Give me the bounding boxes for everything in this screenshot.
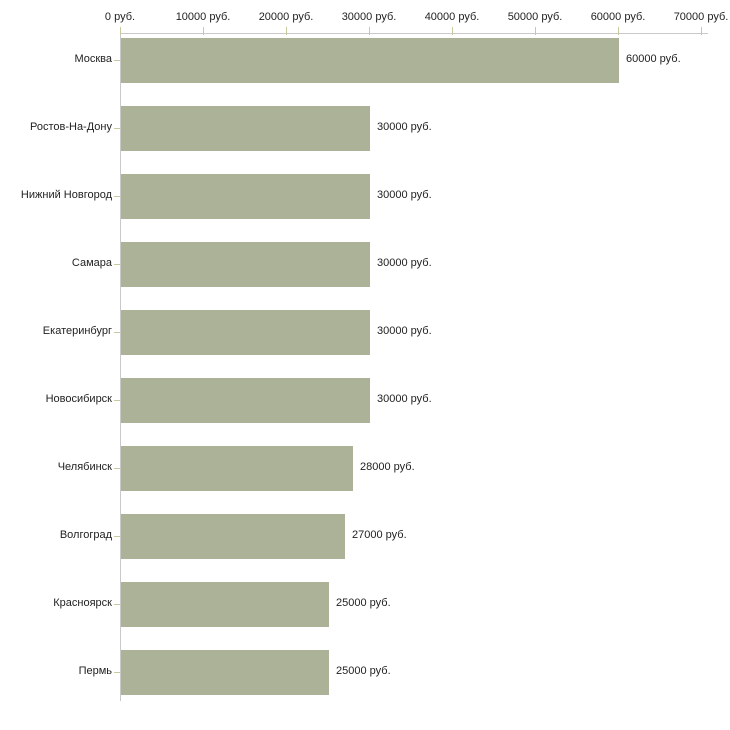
x-axis-tick-label: 40000 руб. <box>424 11 480 23</box>
category-label: Нижний Новгород <box>20 189 112 201</box>
value-label: 30000 руб. <box>377 393 432 405</box>
y-axis-tick <box>114 536 120 537</box>
bar <box>121 650 329 695</box>
x-axis-line <box>120 33 708 34</box>
x-axis-tick <box>120 27 121 35</box>
y-axis-tick <box>114 128 120 129</box>
y-axis-tick <box>114 332 120 333</box>
y-axis-tick <box>114 672 120 673</box>
value-label: 28000 руб. <box>360 461 415 473</box>
bar <box>121 174 370 219</box>
category-label: Екатеринбург <box>42 325 112 337</box>
category-label: Москва <box>74 53 112 65</box>
x-axis-tick-label: 70000 руб. <box>673 11 729 23</box>
x-axis-tick-label: 30000 руб. <box>341 11 397 23</box>
category-label: Самара <box>71 257 112 269</box>
bar <box>121 514 345 559</box>
value-label: 60000 руб. <box>626 53 681 65</box>
value-label: 25000 руб. <box>336 665 391 677</box>
y-axis-tick <box>114 468 120 469</box>
category-label: Волгоград <box>59 529 112 541</box>
bar <box>121 38 619 83</box>
value-label: 30000 руб. <box>377 121 432 133</box>
category-label: Пермь <box>78 665 112 677</box>
value-label: 27000 руб. <box>352 529 407 541</box>
y-axis-tick <box>114 264 120 265</box>
x-axis-tick <box>535 27 536 35</box>
category-label: Красноярск <box>53 597 112 609</box>
x-axis-tick-label: 50000 руб. <box>507 11 563 23</box>
x-axis-tick <box>618 27 619 35</box>
bar <box>121 242 370 287</box>
value-label: 30000 руб. <box>377 257 432 269</box>
y-axis-tick <box>114 196 120 197</box>
y-axis-line <box>120 33 121 701</box>
bar <box>121 378 370 423</box>
x-axis-tick <box>701 27 702 35</box>
value-label: 25000 руб. <box>336 597 391 609</box>
x-axis-tick <box>203 27 204 35</box>
x-axis-tick <box>452 27 453 35</box>
y-axis-tick <box>114 400 120 401</box>
x-axis-tick-label: 60000 руб. <box>590 11 646 23</box>
bar <box>121 582 329 627</box>
category-label: Челябинск <box>57 461 112 473</box>
x-axis-tick-label: 0 руб. <box>104 11 136 23</box>
x-axis-tick-label: 10000 руб. <box>175 11 231 23</box>
bar <box>121 446 353 491</box>
bar <box>121 106 370 151</box>
value-label: 30000 руб. <box>377 189 432 201</box>
x-axis-tick <box>286 27 287 35</box>
y-axis-tick <box>114 604 120 605</box>
category-label: Ростов-На-Дону <box>29 121 112 133</box>
category-label: Новосибирск <box>45 393 112 405</box>
value-label: 30000 руб. <box>377 325 432 337</box>
x-axis-tick <box>369 27 370 35</box>
y-axis-tick <box>114 60 120 61</box>
x-axis-tick-label: 20000 руб. <box>258 11 314 23</box>
bar <box>121 310 370 355</box>
